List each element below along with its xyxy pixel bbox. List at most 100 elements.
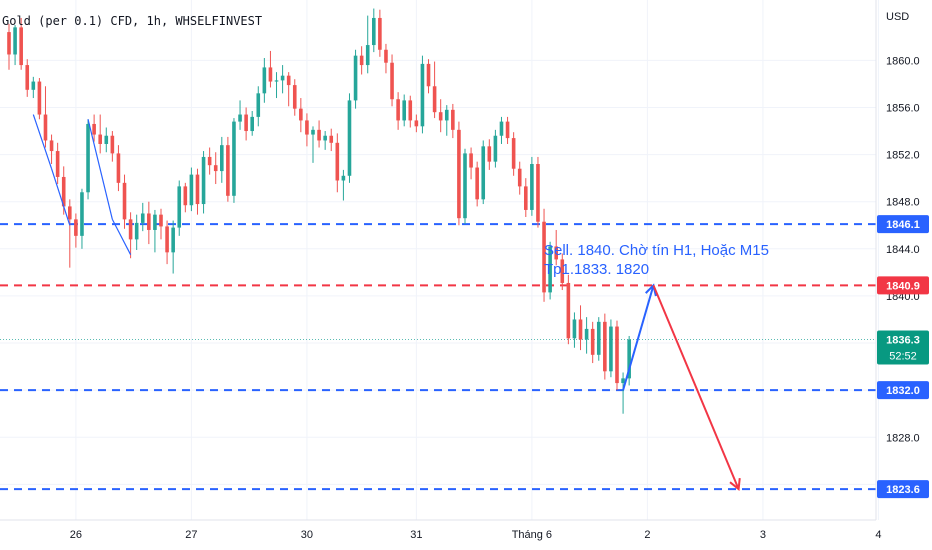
price-tag (877, 276, 929, 295)
price-tick-label: 1844.0 (886, 244, 920, 256)
price-tag-label: 1823.6 (886, 484, 920, 496)
candle (140, 202, 145, 232)
candle-body (444, 109, 449, 121)
arrow-line[interactable] (652, 284, 740, 490)
candle-body (7, 32, 11, 55)
candle-body (104, 135, 109, 144)
candle-body (80, 192, 84, 236)
candle-body (408, 100, 413, 121)
time-tick-label: 26 (70, 529, 82, 541)
candle (177, 180, 182, 236)
candle-body (621, 378, 625, 384)
candle-body (463, 153, 467, 219)
candle (74, 213, 78, 248)
candle-body (292, 85, 297, 109)
horizontal-lines[interactable] (0, 223, 876, 491)
candle-body (201, 156, 206, 205)
candle (530, 156, 534, 216)
candle (426, 59, 431, 94)
candle (171, 220, 175, 274)
time-tick-label: 4 (875, 529, 881, 541)
candle (432, 61, 437, 119)
candle (542, 208, 546, 302)
candle-body (432, 86, 437, 113)
last-price-label: 1836.3 (886, 335, 920, 347)
candle-body (542, 221, 546, 293)
candle-body (317, 129, 321, 141)
candle-body (396, 99, 400, 121)
candle (220, 136, 224, 183)
candle (365, 15, 370, 74)
candle-body (280, 75, 285, 81)
candle (621, 372, 625, 414)
candle (104, 127, 109, 153)
candle-body (384, 49, 388, 63)
candle (13, 25, 17, 66)
candle (238, 100, 242, 130)
candle-body (451, 109, 455, 130)
candle-body (13, 27, 17, 55)
candle (280, 65, 285, 94)
candle (122, 174, 127, 229)
candle-body (536, 164, 540, 222)
last-price-tag (877, 330, 929, 365)
candle-body (584, 328, 589, 340)
candle (147, 201, 151, 245)
candle-body (268, 67, 273, 82)
candle-body (195, 174, 200, 205)
candle (420, 55, 425, 134)
candle-body (372, 17, 376, 46)
candle-body (311, 129, 315, 135)
time-axis[interactable]: 26 27 30 31 Tháng 6 2 3 4 (70, 529, 882, 541)
candle (469, 147, 473, 180)
candle-body (615, 326, 619, 384)
candle (159, 208, 163, 240)
candle (487, 139, 492, 170)
candle-body (554, 246, 558, 260)
candle-body (177, 186, 182, 228)
candle (505, 116, 510, 144)
time-tick-label: 3 (760, 529, 766, 541)
candle (201, 151, 206, 214)
candle (438, 99, 443, 133)
candle (317, 120, 321, 148)
candle-body (511, 138, 516, 169)
price-tag-label: 1846.1 (886, 219, 920, 231)
candle (55, 142, 60, 185)
trade-annotation[interactable]: Sell. 1840. Chờ tín H1, Hoặc M15 Tp1.183… (544, 242, 769, 278)
candle-body (165, 226, 169, 253)
candle-body (390, 62, 394, 100)
trend-drawings[interactable] (32, 114, 741, 492)
candle (128, 212, 133, 259)
trend-line[interactable] (87, 119, 113, 220)
candle-body (493, 135, 498, 162)
candle (292, 79, 297, 116)
candle (517, 161, 522, 195)
candle (590, 321, 595, 364)
trend-line[interactable] (111, 219, 132, 255)
candle (335, 133, 340, 193)
candle (359, 46, 364, 75)
trend-line[interactable] (32, 114, 53, 169)
candle (378, 9, 382, 57)
candle (226, 136, 230, 202)
candle-body (560, 259, 565, 283)
candle (19, 17, 23, 70)
symbol-title: Gold (per 0.1) CFD, 1h, WHSELFINVEST (2, 14, 262, 28)
candle (414, 114, 419, 133)
trend-line[interactable] (50, 168, 71, 226)
candle-body (262, 67, 267, 94)
time-tick-label: 27 (185, 529, 197, 541)
candle-body (414, 120, 419, 127)
candle (80, 188, 84, 249)
candle (116, 145, 121, 192)
candle (402, 94, 406, 127)
candle-body (86, 123, 90, 193)
candle-body (469, 153, 473, 168)
candle (353, 49, 358, 109)
candle (475, 161, 479, 207)
arrow-line[interactable] (622, 285, 655, 391)
candle (408, 95, 413, 128)
candle (43, 86, 48, 148)
